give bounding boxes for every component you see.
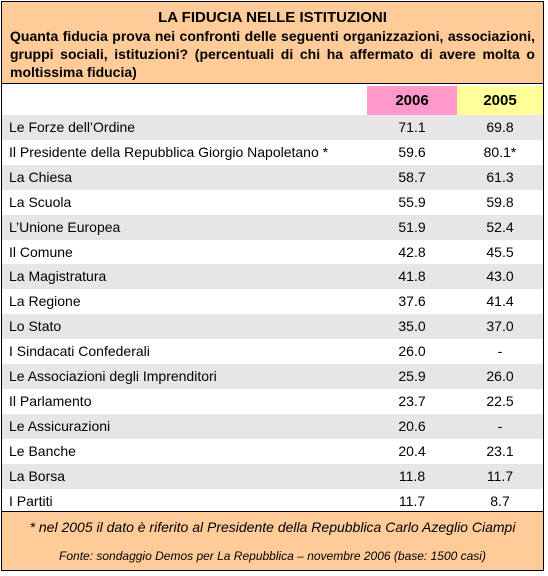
value-2006: 42.8	[398, 243, 426, 260]
row-label: La Magistratura	[9, 268, 107, 285]
value-2006: 20.6	[398, 417, 426, 434]
row-label: I Partiti	[9, 492, 53, 509]
table-row: La Chiesa 58.7 61.3	[2, 164, 543, 190]
row-label: Le Associazioni degli Imprenditori	[9, 368, 217, 384]
value-2006: 26.0	[398, 343, 426, 360]
table-row: Il Parlamento 23.7 22.5	[2, 389, 543, 414]
table-row: I Sindacati Confederali 26.0 -	[2, 339, 543, 364]
table-row: La Regione 37.6 41.4	[2, 289, 543, 314]
value-2005: 52.4	[486, 218, 514, 235]
column-header-row: 2006 2005	[2, 84, 543, 116]
table-title: LA FIDUCIA NELLE ISTITUZIONI	[158, 9, 387, 26]
value-2006: 35.0	[398, 318, 426, 335]
value-2005: 23.1	[486, 442, 514, 459]
row-label: Il Presidente della Repubblica Giorgio N…	[9, 143, 329, 160]
table-row: Le Forze dell’Ordine 71.1 69.8	[2, 115, 543, 140]
value-2005: 41.4	[486, 293, 514, 310]
table-row: La Borsa 11.8 11.7	[2, 463, 543, 489]
value-2006: 71.1	[398, 119, 426, 135]
row-label: Il Parlamento	[9, 392, 92, 409]
value-2006: 58.7	[398, 168, 426, 185]
table-row: Il Comune 42.8 45.5	[2, 240, 543, 265]
table-row: Lo Stato 35.0 37.0	[2, 314, 543, 340]
table-subtitle: Quanta fiducia prova nei confronti delle…	[10, 28, 535, 80]
table-row: Le Banche 20.4 23.1	[2, 439, 543, 464]
table-footer: * nel 2005 il dato è riferito al Preside…	[2, 511, 543, 570]
table-row: La Magistratura 41.8 43.0	[2, 264, 543, 290]
column-header-2005: 2005	[457, 86, 543, 116]
column-header-2006: 2006	[367, 86, 457, 116]
value-2005: 80.1*	[483, 143, 517, 160]
value-2005: 45.5	[486, 243, 514, 260]
table-row: Le Associazioni degli Imprenditori 25.9 26…	[2, 364, 543, 389]
row-label: Lo Stato	[9, 318, 62, 335]
row-label: Le Forze dell’Ordine	[9, 119, 136, 135]
source-note: Fonte: sondaggio Demos per La Repubblica…	[59, 549, 486, 563]
value-2006: 55.9	[398, 193, 426, 210]
value-2006: 25.9	[398, 368, 426, 384]
table-row: La Scuola 55.9 59.8	[2, 190, 543, 215]
footnote: * nel 2005 il dato è riferito al Preside…	[29, 519, 516, 535]
row-label: La Regione	[9, 293, 81, 310]
value-2005: 22.5	[486, 392, 514, 409]
row-label: I Sindacati Confederali	[9, 343, 150, 360]
value-2005: 8.7	[490, 492, 510, 509]
value-2006: 20.4	[398, 442, 426, 459]
value-2005: -	[497, 343, 503, 360]
value-2005: 37.0	[486, 318, 514, 335]
value-2006: 59.6	[398, 143, 426, 160]
row-label: La Borsa	[9, 467, 66, 484]
value-2006: 23.7	[398, 392, 426, 409]
value-2006: 11.8	[398, 467, 426, 484]
value-2005: 11.7	[486, 467, 514, 484]
value-2005: 61.3	[486, 168, 514, 185]
row-label: La Scuola	[9, 193, 72, 210]
row-label: L’Unione Europea	[9, 218, 121, 235]
value-2005: 69.8	[486, 119, 514, 135]
table-header: LA FIDUCIA NELLE ISTITUZIONI Quanta fidu…	[2, 2, 543, 84]
value-2005: 59.8	[486, 193, 514, 210]
value-2006: 11.7	[398, 492, 426, 509]
table-row: L’Unione Europea 51.9 52.4	[2, 214, 543, 240]
value-2006: 37.6	[398, 293, 426, 310]
table-row: Le Assicurazioni 20.6 -	[2, 413, 543, 439]
table-row: I Partiti 11.7 8.7	[2, 489, 543, 514]
value-2006: 51.9	[398, 218, 426, 235]
row-label: La Chiesa	[9, 168, 73, 185]
value-2005: 43.0	[486, 268, 514, 285]
row-label: Le Assicurazioni	[9, 417, 111, 434]
value-2005: 26.0	[486, 368, 514, 384]
row-label: Le Banche	[9, 442, 76, 459]
value-2005: -	[497, 417, 503, 434]
table-row: Il Presidente della Repubblica Giorgio N…	[2, 140, 543, 165]
value-2006: 41.8	[398, 268, 426, 285]
row-label: Il Comune	[9, 243, 73, 260]
